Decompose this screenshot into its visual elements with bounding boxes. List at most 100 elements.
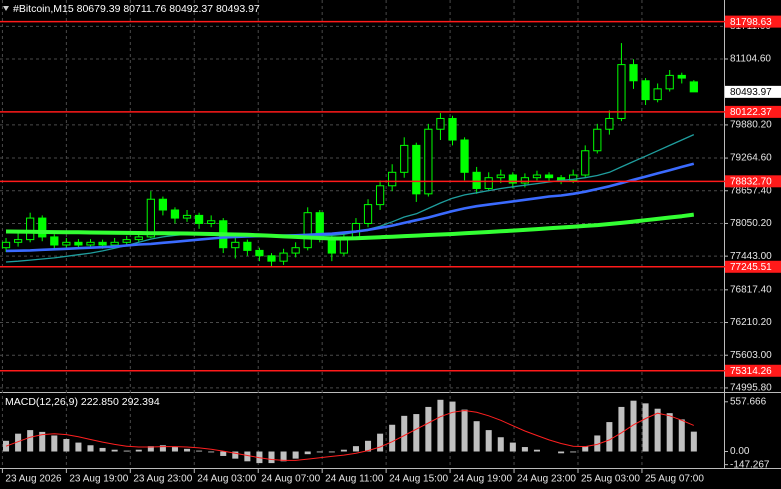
candle-body — [231, 241, 240, 249]
current-price-label: 80493.97 — [730, 87, 772, 98]
y-tick-label: 557.666 — [730, 396, 767, 407]
candle-body — [170, 209, 180, 219]
panel-title: MACD(12,26,9) 222.850 292.394 — [5, 396, 160, 408]
histogram-bar — [220, 451, 227, 456]
x-tick-label: 23 Aug 2026 — [5, 474, 62, 485]
candle-body — [460, 139, 469, 173]
histogram-bar — [316, 451, 323, 453]
level-label-bg — [725, 105, 781, 118]
y-tick-label: 76210.20 — [730, 317, 772, 328]
candle-body — [146, 198, 155, 238]
candle-body — [158, 198, 168, 211]
histogram-bar — [690, 431, 697, 452]
histogram-bar — [606, 422, 613, 452]
y-tick-label: 75603.00 — [730, 350, 772, 361]
histogram-bar — [666, 413, 673, 452]
candle-body — [617, 64, 626, 119]
moving-average — [5, 134, 695, 263]
candle-body — [122, 239, 131, 243]
histogram-bar — [377, 433, 384, 452]
histogram-bar — [449, 401, 456, 452]
histogram-bar — [365, 440, 372, 452]
candle-body — [569, 174, 578, 181]
moving-average — [5, 212, 695, 241]
candle-body — [689, 81, 698, 93]
candle-body — [472, 171, 481, 189]
x-tick-label: 25 Aug 07:00 — [645, 474, 704, 485]
header-icon — [3, 6, 9, 11]
candle-body — [26, 217, 35, 241]
histogram-bar — [678, 419, 685, 452]
candle-body — [544, 174, 554, 179]
histogram-bar — [630, 400, 637, 452]
y-tick-label: 0.00 — [730, 446, 750, 457]
candle-body — [363, 204, 373, 224]
candle-body — [484, 177, 493, 189]
histogram-bar — [15, 433, 22, 452]
histogram-bar — [304, 451, 311, 455]
x-tick-label: 23 Aug 23:00 — [133, 474, 192, 485]
candle-body — [375, 185, 385, 206]
histogram-bar — [75, 442, 82, 452]
histogram-bar — [268, 451, 275, 464]
histogram-bar — [425, 406, 432, 452]
histogram-bar — [171, 447, 178, 452]
candle-body — [279, 252, 288, 262]
moving-average — [5, 162, 695, 253]
histogram-bar — [87, 445, 94, 452]
candle-body — [629, 64, 638, 82]
x-tick-label: 24 Aug 23:00 — [517, 474, 576, 485]
candle-body — [110, 241, 119, 246]
current-price-bg — [725, 85, 781, 98]
histogram-bar — [111, 449, 118, 452]
candle-body — [243, 241, 252, 251]
histogram-bar — [208, 451, 215, 453]
candle-body — [665, 74, 674, 90]
level-label: 78832.70 — [730, 176, 772, 187]
histogram-bar — [232, 451, 239, 459]
y-tick-label: 74995.80 — [730, 383, 772, 394]
candle-body — [194, 214, 204, 224]
candle-body — [86, 241, 95, 246]
y-tick-label: 76817.40 — [730, 284, 772, 295]
histogram-bar — [497, 437, 504, 452]
candle-body — [508, 174, 517, 184]
candle-body — [520, 177, 530, 184]
candle-body — [291, 247, 300, 254]
x-tick-label: 23 Aug 19:00 — [69, 474, 128, 485]
histogram-bar — [328, 451, 335, 453]
candle-body — [496, 174, 505, 179]
histogram-bar — [135, 449, 142, 452]
histogram-bar — [39, 431, 46, 452]
y-tick-label: 81104.60 — [730, 54, 771, 65]
histogram-bar — [63, 439, 70, 452]
histogram-bar — [582, 446, 589, 452]
x-tick-label: 24 Aug 19:00 — [453, 474, 512, 485]
histogram-bar — [51, 435, 58, 452]
candle-body — [62, 241, 71, 246]
histogram-bar — [570, 451, 577, 453]
candle-body — [38, 217, 47, 238]
candle-body — [532, 174, 542, 179]
candle-body — [677, 74, 686, 79]
candle-body — [50, 236, 59, 246]
candle-body — [448, 117, 457, 141]
level-label: 80122.37 — [730, 107, 772, 118]
candle-body — [605, 117, 614, 130]
level-label-bg — [725, 15, 781, 28]
histogram-bar — [473, 421, 480, 452]
histogram-bar — [521, 447, 528, 452]
candle-body — [13, 239, 23, 243]
y-tick-label: 77443.00 — [730, 251, 772, 262]
level-label: 77245.51 — [730, 262, 772, 273]
histogram-bar — [413, 414, 420, 452]
histogram-bar — [594, 435, 601, 452]
x-tick-label: 24 Aug 15:00 — [389, 474, 448, 485]
histogram-bar — [27, 430, 34, 452]
y-tick-label: 78657.40 — [730, 185, 772, 196]
candle-body — [207, 220, 216, 224]
x-tick-label: 24 Aug 03:00 — [197, 474, 256, 485]
histogram-bar — [99, 447, 106, 452]
candle-body — [424, 128, 433, 195]
level-label-bg — [725, 260, 781, 273]
